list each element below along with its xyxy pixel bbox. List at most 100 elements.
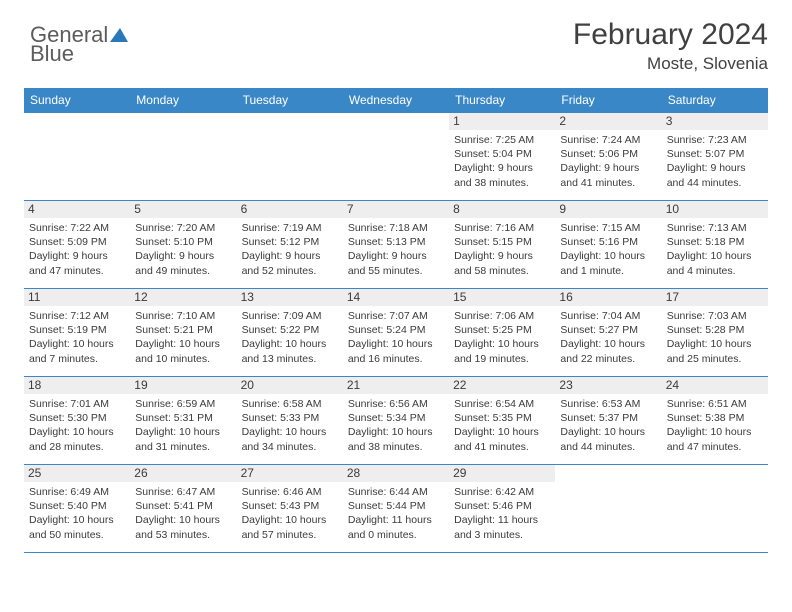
calendar-day-cell: 18Sunrise: 7:01 AMSunset: 5:30 PMDayligh… <box>24 377 130 465</box>
calendar-day-cell: 11 Sunrise: 7:12 AMSunset: 5:19 PMDayligh… <box>24 289 130 377</box>
day-info: Sunrise: 6:58 AMSunset: 5:33 PMDaylight:… <box>242 397 338 454</box>
sunset-line: Sunset: 5:31 PM <box>135 412 213 424</box>
sunset-line: Sunset: 5:34 PM <box>348 412 426 424</box>
sunrise-line: Sunrise: 6:47 AM <box>135 486 215 498</box>
weekday-header: Thursday <box>449 88 555 113</box>
day-number: 17 <box>662 289 768 306</box>
sunset-line: Sunset: 5:46 PM <box>454 500 532 512</box>
calendar-day-cell: 26Sunrise: 6:47 AMSunset: 5:41 PMDayligh… <box>130 465 236 553</box>
location: Moste, Slovenia <box>573 54 768 74</box>
day-info: Sunrise: 6:59 AMSunset: 5:31 PMDaylight:… <box>135 397 231 454</box>
daylight-line: Daylight: 10 hours and 22 minutes. <box>560 338 645 364</box>
sunrise-line: Sunrise: 7:24 AM <box>560 134 640 146</box>
sunrise-line: Sunrise: 6:51 AM <box>667 398 747 410</box>
calendar-day-cell: 23Sunrise: 6:53 AMSunset: 5:37 PMDayligh… <box>555 377 661 465</box>
sunrise-line: Sunrise: 7:20 AM <box>135 222 215 234</box>
month-title: February 2024 <box>573 18 768 52</box>
sunrise-line: Sunrise: 7:18 AM <box>348 222 428 234</box>
day-number: 26 <box>130 465 236 482</box>
sunset-line: Sunset: 5:06 PM <box>560 148 638 160</box>
day-info: Sunrise: 6:46 AMSunset: 5:43 PMDaylight:… <box>242 485 338 542</box>
daylight-line: Daylight: 10 hours and 25 minutes. <box>667 338 752 364</box>
sunrise-line: Sunrise: 7:04 AM <box>560 310 640 322</box>
sunrise-line: Sunrise: 7:07 AM <box>348 310 428 322</box>
calendar-day-cell: 27 Sunrise: 6:46 AMSunset: 5:43 PMDayligh… <box>237 465 343 553</box>
sunset-line: Sunset: 5:04 PM <box>454 148 532 160</box>
calendar-week-row: 1Sunrise: 7:25 AMSunset: 5:04 PMDaylight… <box>24 113 768 201</box>
daylight-line: Daylight: 9 hours and 38 minutes. <box>454 162 533 188</box>
calendar-day-cell: 15Sunrise: 7:06 AMSunset: 5:25 PMDayligh… <box>449 289 555 377</box>
day-number: 11 <box>24 289 130 306</box>
day-number: 7 <box>343 201 449 218</box>
calendar-day-cell: 19Sunrise: 6:59 AMSunset: 5:31 PMDayligh… <box>130 377 236 465</box>
daylight-line: Daylight: 9 hours and 49 minutes. <box>135 250 214 276</box>
daylight-line: Daylight: 10 hours and 16 minutes. <box>348 338 433 364</box>
weekday-header: Wednesday <box>343 88 449 113</box>
sunrise-line: Sunrise: 6:56 AM <box>348 398 428 410</box>
calendar-day-cell: 5 Sunrise: 7:20 AMSunset: 5:10 PMDaylight… <box>130 201 236 289</box>
daylight-line: Daylight: 9 hours and 41 minutes. <box>560 162 639 188</box>
sunset-line: Sunset: 5:33 PM <box>242 412 320 424</box>
day-number: 6 <box>237 201 343 218</box>
day-number: 22 <box>449 377 555 394</box>
calendar-day-cell: 3Sunrise: 7:23 AMSunset: 5:07 PMDaylight… <box>662 113 768 201</box>
title-block: February 2024 Moste, Slovenia <box>573 18 768 74</box>
day-info: Sunrise: 7:23 AMSunset: 5:07 PMDaylight:… <box>667 133 763 190</box>
weekday-header: Sunday <box>24 88 130 113</box>
sunset-line: Sunset: 5:35 PM <box>454 412 532 424</box>
sunset-line: Sunset: 5:40 PM <box>29 500 107 512</box>
day-info: Sunrise: 6:47 AMSunset: 5:41 PMDaylight:… <box>135 485 231 542</box>
sunset-line: Sunset: 5:41 PM <box>135 500 213 512</box>
day-number: 29 <box>449 465 555 482</box>
day-info: Sunrise: 7:20 AMSunset: 5:10 PMDaylight:… <box>135 221 231 278</box>
day-number: 5 <box>130 201 236 218</box>
sunrise-line: Sunrise: 7:12 AM <box>29 310 109 322</box>
sunset-line: Sunset: 5:16 PM <box>560 236 638 248</box>
daylight-line: Daylight: 10 hours and 4 minutes. <box>667 250 752 276</box>
day-info: Sunrise: 7:04 AM Sunset: 5:27 PM Daylight:… <box>560 309 656 366</box>
sunset-line: Sunset: 5:27 PM <box>560 324 638 336</box>
sunrise-line: Sunrise: 6:59 AM <box>135 398 215 410</box>
day-number: 19 <box>130 377 236 394</box>
sunrise-line: Sunrise: 6:49 AM <box>29 486 109 498</box>
sunrise-line: Sunrise: 7:22 AM <box>29 222 109 234</box>
calendar-day-cell: 20Sunrise: 6:58 AMSunset: 5:33 PMDayligh… <box>237 377 343 465</box>
day-number: 12 <box>130 289 236 306</box>
day-number: 10 <box>662 201 768 218</box>
day-info: Sunrise: 7:06 AMSunset: 5:25 PMDaylight:… <box>454 309 550 366</box>
daylight-line: Daylight: 11 hours and 3 minutes. <box>454 514 538 540</box>
sunset-line: Sunset: 5:28 PM <box>667 324 745 336</box>
weekday-header: Tuesday <box>237 88 343 113</box>
sunset-line: Sunset: 5:25 PM <box>454 324 532 336</box>
calendar-day-cell: 8Sunrise: 7:16 AMSunset: 5:15 PMDaylight… <box>449 201 555 289</box>
calendar-day-cell: 21Sunrise: 6:56 AMSunset: 5:34 PMDayligh… <box>343 377 449 465</box>
day-info: Sunrise: 7:19 AMSunset: 5:12 PMDaylight:… <box>242 221 338 278</box>
day-number: 27 <box>237 465 343 482</box>
calendar-day-cell: 4Sunrise: 7:22 AMSunset: 5:09 PMDaylight… <box>24 201 130 289</box>
calendar-day-cell: 28Sunrise: 6:44 AMSunset: 5:44 PMDayligh… <box>343 465 449 553</box>
sunset-line: Sunset: 5:38 PM <box>667 412 745 424</box>
day-info: Sunrise: 6:49 AMSunset: 5:40 PMDaylight:… <box>29 485 125 542</box>
sunrise-line: Sunrise: 7:10 AM <box>135 310 215 322</box>
day-info: Sunrise: 7:10 AMSunset: 5:21 PMDaylight:… <box>135 309 231 366</box>
day-info: Sunrise: 7:18 AMSunset: 5:13 PMDaylight:… <box>348 221 444 278</box>
day-info: Sunrise: 7:16 AMSunset: 5:15 PMDaylight:… <box>454 221 550 278</box>
sunrise-line: Sunrise: 6:44 AM <box>348 486 428 498</box>
sunrise-line: Sunrise: 6:53 AM <box>560 398 640 410</box>
calendar-day-cell: 7 Sunrise: 7:18 AMSunset: 5:13 PMDaylight… <box>343 201 449 289</box>
sunset-line: Sunset: 5:09 PM <box>29 236 107 248</box>
sunset-line: Sunset: 5:44 PM <box>348 500 426 512</box>
day-info: Sunrise: 7:03 AM Sunset: 5:28 PM Daylight:… <box>667 309 763 366</box>
daylight-line: Daylight: 9 hours and 52 minutes. <box>242 250 321 276</box>
sunrise-line: Sunrise: 7:13 AM <box>667 222 747 234</box>
calendar-head: SundayMondayTuesdayWednesdayThursdayFrid… <box>24 88 768 113</box>
daylight-line: Daylight: 9 hours and 55 minutes. <box>348 250 427 276</box>
day-number: 28 <box>343 465 449 482</box>
daylight-line: Daylight: 10 hours and 28 minutes. <box>29 426 114 452</box>
calendar-table: SundayMondayTuesdayWednesdayThursdayFrid… <box>24 88 768 553</box>
day-info: Sunrise: 7:12 AMSunset: 5:19 PMDaylight:… <box>29 309 125 366</box>
day-number: 1 <box>449 113 555 130</box>
sunrise-line: Sunrise: 7:01 AM <box>29 398 109 410</box>
sunrise-line: Sunrise: 7:03 AM <box>667 310 747 322</box>
calendar-day-cell: 13Sunrise: 7:09 AMSunset: 5:22 PMDayligh… <box>237 289 343 377</box>
